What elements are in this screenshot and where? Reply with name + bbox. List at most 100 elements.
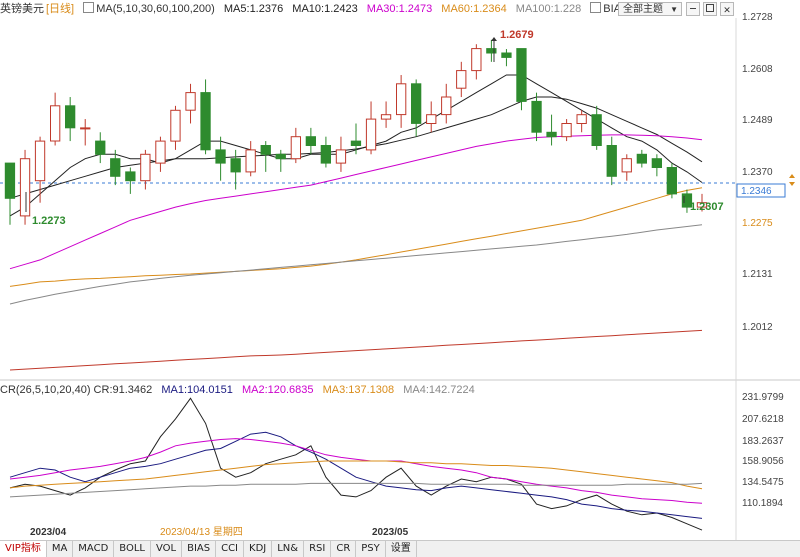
tab-psy[interactable]: PSY [356, 541, 386, 557]
cr-params-label[interactable]: CR(26,5,10,20,40) CR:91.3462 [0, 384, 153, 396]
candle[interactable] [155, 136, 166, 172]
candle-body [666, 167, 678, 195]
tab-boll[interactable]: BOLL [114, 541, 151, 557]
tab-vol[interactable]: VOL [151, 541, 183, 557]
candle[interactable] [215, 136, 226, 181]
ma-line-ma200 [9, 329, 703, 371]
candle[interactable] [140, 149, 151, 190]
candle[interactable] [426, 101, 437, 133]
candle-body [426, 114, 437, 124]
candle[interactable] [34, 136, 46, 203]
candle-body [335, 149, 347, 164]
candle[interactable] [696, 193, 708, 212]
candle[interactable] [621, 154, 632, 181]
candle[interactable] [230, 149, 241, 190]
candlestick-series [4, 39, 708, 225]
candle[interactable] [651, 154, 663, 177]
tab-vip[interactable]: VIP指标 [0, 541, 47, 557]
candle[interactable] [591, 105, 602, 150]
tab-cci[interactable]: CCI [216, 541, 245, 557]
cr-panel-header: CR(26,5,10,20,40) CR:91.3462 MA1:104.015… [0, 381, 481, 399]
tab-kdj[interactable]: KDJ [244, 541, 273, 557]
candle[interactable] [260, 141, 271, 172]
candle-body [365, 118, 377, 151]
candle[interactable] [335, 136, 347, 172]
candle-body [34, 140, 46, 182]
candle-body [65, 105, 76, 129]
tab-macd[interactable]: MACD [73, 541, 115, 557]
restore-button[interactable] [703, 2, 717, 16]
candle[interactable] [456, 61, 467, 98]
ma-line-ma100 [9, 224, 703, 305]
candle[interactable] [19, 149, 31, 225]
candle-body [561, 123, 572, 138]
candle[interactable] [350, 123, 362, 155]
candle[interactable] [365, 101, 377, 155]
candle[interactable] [561, 119, 572, 142]
candle-body [696, 202, 708, 208]
price-tick-6: 1.2012 [742, 322, 773, 333]
time-label-crosshair: 2023/04/13 星期四 [160, 526, 243, 538]
low-left-annotation: 1.2273 [32, 215, 66, 227]
current-price-label: 1.2346 [741, 186, 772, 197]
scroll-up-icon[interactable] [789, 174, 795, 178]
tab-cr[interactable]: CR [331, 541, 357, 557]
price-tick-5: 1.2131 [742, 269, 773, 280]
candle[interactable] [396, 75, 407, 128]
ma5-value: MA5:1.2376 [223, 3, 284, 15]
candle[interactable] [501, 49, 512, 67]
period-label[interactable]: [日线] [46, 3, 75, 15]
candle-body [245, 149, 256, 173]
candle[interactable] [606, 136, 617, 186]
tab-rsi[interactable]: RSI [304, 541, 332, 557]
candle[interactable] [546, 114, 557, 146]
candle[interactable] [636, 149, 648, 168]
candle[interactable] [170, 105, 181, 150]
candle[interactable] [275, 149, 286, 172]
candle[interactable] [320, 136, 332, 168]
candle[interactable] [681, 189, 693, 213]
ma-params-label[interactable]: MA(5,10,30,60,100,200) [96, 3, 215, 15]
candle[interactable] [576, 110, 587, 133]
candle[interactable] [80, 119, 91, 146]
candle[interactable] [65, 97, 76, 142]
bias-checkbox-icon[interactable] [590, 2, 602, 13]
candle[interactable] [516, 48, 527, 111]
minus-button[interactable] [686, 2, 700, 16]
candle[interactable] [531, 92, 542, 142]
candle[interactable] [380, 101, 392, 128]
tab-ln[interactable]: LN& [272, 541, 305, 557]
price-tick-0: 1.2728 [742, 12, 773, 23]
candle[interactable] [200, 79, 211, 155]
candle[interactable] [411, 79, 422, 137]
candle[interactable] [471, 44, 482, 80]
candle[interactable] [95, 132, 106, 164]
tab-ma[interactable]: MA [47, 541, 74, 557]
tab-bias[interactable]: BIAS [182, 541, 217, 557]
candle-body [4, 162, 16, 199]
theme-select[interactable]: 全部主题 ▼ [618, 2, 682, 16]
candle[interactable] [486, 39, 497, 62]
settings-checkbox-icon[interactable] [83, 2, 95, 13]
close-button[interactable]: ✕ [720, 2, 734, 16]
scroll-down-icon[interactable] [789, 182, 795, 186]
candle[interactable] [666, 163, 678, 199]
candle[interactable] [305, 127, 317, 155]
ma30-value: MA30:1.2473 [366, 3, 433, 15]
candle[interactable] [290, 127, 302, 164]
tab-settings[interactable]: 设置 [386, 541, 417, 557]
cr-tick-2: 183.2637 [742, 436, 784, 447]
candle[interactable] [50, 92, 61, 146]
ma-line-ma60 [9, 187, 703, 287]
candle[interactable] [245, 141, 256, 177]
current-price-box [736, 183, 786, 198]
restore-icon [706, 4, 714, 12]
candle-body [155, 140, 166, 164]
candle[interactable] [110, 149, 121, 186]
candle[interactable] [125, 167, 136, 194]
candle[interactable] [441, 83, 452, 124]
candle[interactable] [185, 83, 196, 124]
candle-body [19, 158, 31, 217]
candle[interactable] [4, 162, 16, 225]
